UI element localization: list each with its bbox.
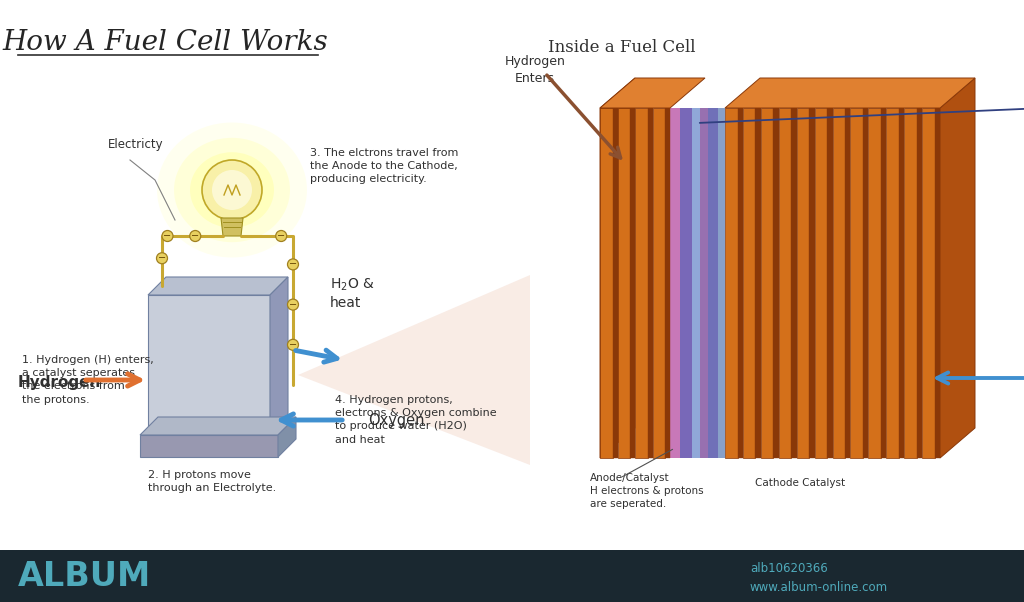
Ellipse shape: [174, 138, 290, 242]
Ellipse shape: [190, 152, 274, 228]
Circle shape: [288, 340, 299, 350]
Polygon shape: [863, 108, 868, 458]
Polygon shape: [221, 218, 243, 236]
Bar: [0, 550, 1024, 602]
Polygon shape: [778, 108, 792, 458]
Polygon shape: [737, 108, 743, 458]
Polygon shape: [600, 108, 612, 458]
Text: 1. Hydrogen (H) enters,
a catalyst seperates
the electrons from
the protons.: 1. Hydrogen (H) enters, a catalyst seper…: [22, 355, 154, 405]
Circle shape: [275, 231, 287, 241]
Polygon shape: [670, 108, 680, 458]
Circle shape: [157, 253, 168, 264]
Polygon shape: [140, 435, 278, 457]
Polygon shape: [612, 108, 617, 458]
Polygon shape: [630, 108, 635, 458]
Polygon shape: [725, 108, 737, 458]
Circle shape: [189, 231, 201, 241]
Polygon shape: [916, 108, 922, 458]
Polygon shape: [666, 108, 670, 458]
Polygon shape: [814, 108, 827, 458]
Text: Anode/Catalyst
H electrons & protons
are seperated.: Anode/Catalyst H electrons & protons are…: [590, 473, 703, 509]
Polygon shape: [899, 108, 904, 458]
Text: Cathode Catalyst: Cathode Catalyst: [755, 478, 845, 488]
Polygon shape: [886, 108, 899, 458]
Polygon shape: [868, 108, 881, 458]
Polygon shape: [761, 108, 773, 458]
Text: −: −: [289, 300, 297, 309]
Text: How A Fuel Cell Works: How A Fuel Cell Works: [2, 28, 328, 55]
Circle shape: [212, 170, 252, 210]
Text: H$_2$O &: H$_2$O &: [330, 277, 375, 293]
Text: alb10620366: alb10620366: [750, 562, 827, 575]
Polygon shape: [773, 108, 778, 458]
Text: 3. The elctrons travel from
the Anode to the Cathode,
producing electricity.: 3. The elctrons travel from the Anode to…: [310, 148, 459, 184]
Text: −: −: [289, 259, 297, 270]
Circle shape: [202, 160, 262, 220]
Polygon shape: [708, 108, 718, 458]
Polygon shape: [756, 108, 761, 458]
Polygon shape: [881, 108, 886, 458]
Polygon shape: [935, 108, 940, 458]
Text: 2. H protons move
through an Electrolyte.: 2. H protons move through an Electrolyte…: [148, 470, 276, 493]
Text: Inside a Fuel Cell: Inside a Fuel Cell: [548, 40, 695, 57]
Text: Hydrogen
Enters: Hydrogen Enters: [505, 55, 565, 85]
Polygon shape: [809, 108, 814, 458]
Polygon shape: [600, 78, 635, 458]
Text: ALBUM: ALBUM: [18, 559, 152, 592]
Polygon shape: [140, 417, 296, 435]
Polygon shape: [647, 108, 652, 458]
Text: heat: heat: [330, 296, 361, 310]
Text: 4. Hydrogen protons,
electrons & Oxygen combine
to produce water (H2O)
and heat: 4. Hydrogen protons, electrons & Oxygen …: [335, 395, 497, 445]
Text: www.album-online.com: www.album-online.com: [750, 581, 888, 594]
Polygon shape: [797, 108, 809, 458]
Polygon shape: [148, 277, 288, 295]
Polygon shape: [922, 108, 935, 458]
Polygon shape: [792, 108, 797, 458]
Polygon shape: [692, 108, 700, 458]
Ellipse shape: [157, 122, 307, 258]
Polygon shape: [278, 417, 296, 457]
Text: Oxygen: Oxygen: [368, 412, 425, 427]
Polygon shape: [635, 108, 647, 458]
Polygon shape: [600, 78, 705, 108]
Polygon shape: [850, 108, 863, 458]
Polygon shape: [725, 78, 975, 108]
Polygon shape: [298, 275, 530, 465]
Polygon shape: [270, 277, 288, 435]
Polygon shape: [827, 108, 833, 458]
Polygon shape: [718, 108, 725, 458]
Polygon shape: [680, 108, 692, 458]
Circle shape: [162, 231, 173, 241]
Polygon shape: [743, 108, 756, 458]
Polygon shape: [148, 295, 270, 435]
Text: −: −: [191, 231, 200, 241]
Polygon shape: [652, 108, 666, 458]
Polygon shape: [904, 108, 916, 458]
Circle shape: [288, 259, 299, 270]
Ellipse shape: [202, 163, 262, 217]
Polygon shape: [845, 108, 850, 458]
Polygon shape: [617, 108, 630, 458]
Circle shape: [288, 299, 299, 310]
Text: −: −: [289, 340, 297, 350]
Text: Hydrogen: Hydrogen: [18, 374, 101, 389]
Polygon shape: [940, 78, 975, 458]
Text: −: −: [278, 231, 286, 241]
Polygon shape: [833, 108, 845, 458]
Polygon shape: [700, 108, 708, 458]
Text: −: −: [158, 253, 166, 263]
Text: Electricty: Electricty: [108, 138, 164, 151]
Text: −: −: [164, 231, 172, 241]
